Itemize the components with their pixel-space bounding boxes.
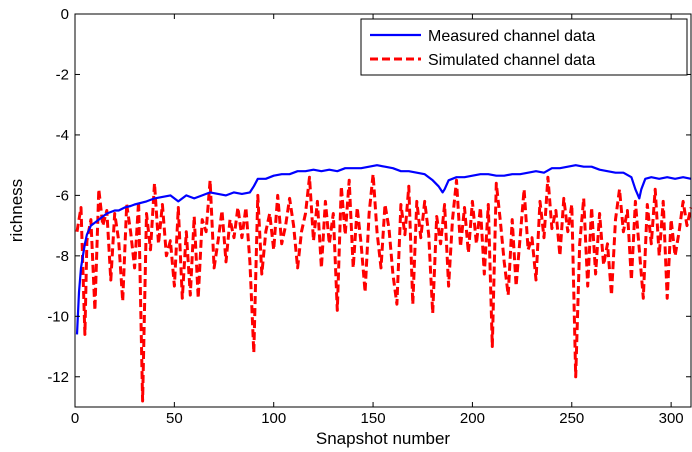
series-line-measured xyxy=(75,164,692,335)
tick-layer: 0 50 100 150 200 250 300 0 -2 -4 -6 -8 -10 -12 xyxy=(47,6,691,427)
x-tick-label: 300 xyxy=(659,410,684,427)
x-tick-label: 100 xyxy=(261,410,286,427)
x-tick-label: 250 xyxy=(559,410,584,427)
y-tick-label: -12 xyxy=(47,369,69,386)
y-tick-label: -10 xyxy=(47,308,69,325)
y-tick-label: -6 xyxy=(56,187,69,204)
x-tick-label: 0 xyxy=(71,410,79,427)
legend-label-measured: Measured channel data xyxy=(428,28,595,45)
legend-box xyxy=(360,18,688,76)
series-line-simulated xyxy=(75,172,692,403)
plot-frame xyxy=(74,13,692,408)
x-tick-label: 200 xyxy=(460,410,485,427)
y-tick-label: -8 xyxy=(56,248,69,265)
y-tick-label: -4 xyxy=(56,127,69,144)
y-tick-label: -2 xyxy=(56,66,69,83)
x-tick-label: 50 xyxy=(166,410,183,427)
legend: Measured channel data Simulated channel … xyxy=(360,18,688,76)
y-axis-label: richness xyxy=(7,179,26,242)
y-tick-label: 0 xyxy=(61,6,69,23)
x-tick-label: 150 xyxy=(361,410,386,427)
legend-label-simulated: Simulated channel data xyxy=(428,52,595,69)
series-layer xyxy=(75,164,692,403)
x-axis-label: Snapshot number xyxy=(316,429,451,448)
